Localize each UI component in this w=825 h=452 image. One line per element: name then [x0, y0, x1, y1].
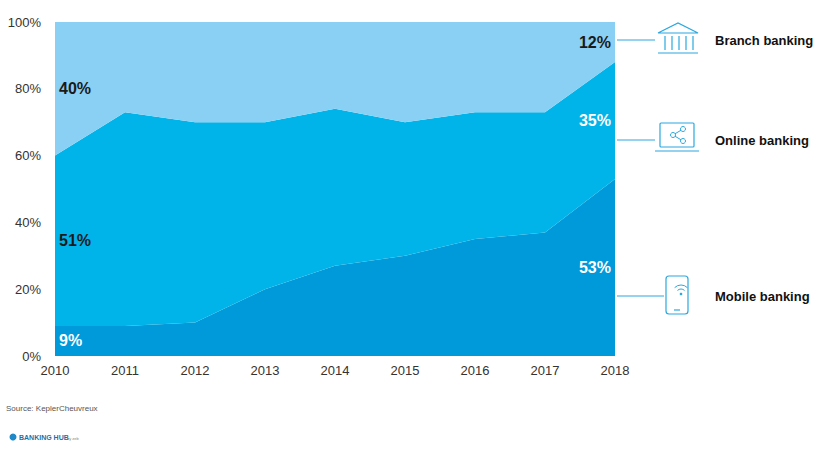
svg-text:0%: 0%	[22, 349, 41, 364]
svg-text:2013: 2013	[251, 363, 280, 378]
svg-text:51%: 51%	[59, 232, 91, 249]
svg-text:2011: 2011	[111, 363, 139, 378]
svg-text:35%: 35%	[579, 112, 611, 129]
svg-text:BANKING HUB: BANKING HUB	[19, 434, 69, 441]
svg-text:100%: 100%	[8, 15, 42, 30]
svg-text:40%: 40%	[59, 80, 91, 97]
svg-text:Online banking: Online banking	[715, 133, 809, 148]
svg-text:53%: 53%	[579, 259, 611, 276]
svg-text:2012: 2012	[181, 363, 210, 378]
svg-text:9%: 9%	[59, 332, 82, 349]
svg-text:Branch banking: Branch banking	[715, 33, 813, 48]
svg-text:80%: 80%	[15, 81, 41, 96]
svg-text:60%: 60%	[15, 148, 41, 163]
svg-text:12%: 12%	[579, 34, 611, 51]
svg-text:2015: 2015	[391, 363, 420, 378]
svg-text:40%: 40%	[15, 215, 41, 230]
svg-text:by zeb: by zeb	[67, 436, 80, 441]
svg-text:2016: 2016	[461, 363, 490, 378]
svg-text:2014: 2014	[321, 363, 350, 378]
svg-text:Mobile banking: Mobile banking	[715, 289, 810, 304]
svg-text:20%: 20%	[15, 282, 41, 297]
svg-text:Source: KeplerCheuvreux: Source: KeplerCheuvreux	[6, 404, 98, 413]
svg-text:2018: 2018	[601, 363, 630, 378]
svg-text:2017: 2017	[531, 363, 560, 378]
svg-text:2010: 2010	[41, 363, 70, 378]
